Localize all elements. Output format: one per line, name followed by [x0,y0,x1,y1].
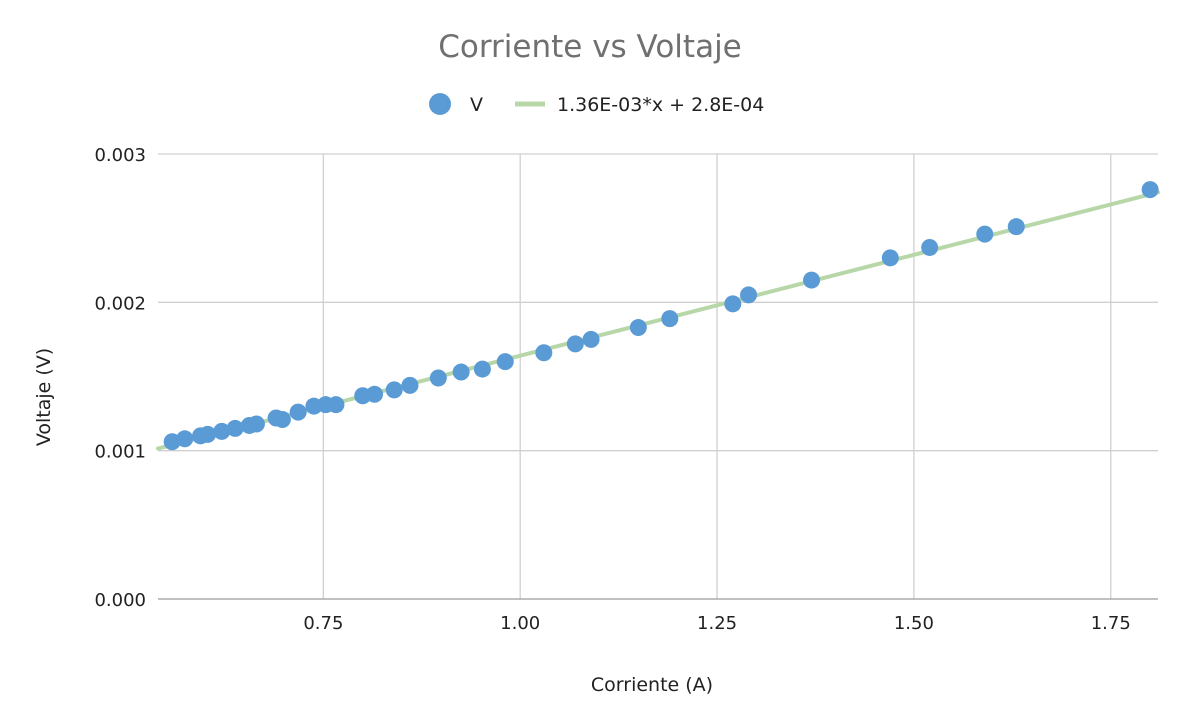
x-tick-label: 1.50 [894,613,934,634]
data-point [199,425,217,443]
point-layer [163,181,1159,451]
data-point [582,330,600,348]
data-point [226,419,244,437]
data-point [629,319,647,337]
data-point [496,353,514,371]
data-point [803,271,821,289]
tick-labels: 0.000 0.001 0.002 0.003 0.75 1.00 1.25 1.50 1.75 [94,145,1130,634]
data-point [429,369,447,387]
chart-title: Corriente vs Voltaje [438,29,742,65]
data-point [473,360,491,378]
y-tick-label: 0.001 [94,442,146,463]
data-point [401,376,419,394]
legend-label-trendline: 1.36E-03*x + 2.8E-04 [557,94,764,116]
data-point [273,411,291,429]
data-point [213,422,231,440]
y-tick-label: 0.003 [94,145,146,166]
data-point [327,396,345,414]
legend-label-points: V [470,94,483,116]
y-tick-label: 0.002 [94,293,146,314]
y-tick-label: 0.000 [94,590,146,611]
data-point [366,385,384,403]
data-point [1141,181,1159,199]
data-point [976,225,994,243]
data-point [452,363,470,381]
y-axis-label: Voltaje (V) [33,348,55,446]
data-point [566,335,584,353]
data-point [289,403,307,421]
x-tick-label: 1.75 [1091,613,1131,634]
legend-marker-points [429,93,451,115]
data-point [385,381,403,399]
data-point [535,344,553,362]
x-tick-label: 1.00 [500,613,540,634]
x-tick-label: 0.75 [303,613,343,634]
data-point [724,295,742,313]
data-point [176,430,194,448]
legend: V 1.36E-03*x + 2.8E-04 [429,93,764,116]
x-axis-label: Corriente (A) [591,674,713,696]
data-point [740,286,758,304]
data-point [661,310,679,328]
data-point [1007,218,1025,236]
x-tick-label: 1.25 [697,613,737,634]
data-point [921,238,939,256]
data-point [881,249,899,267]
grid [158,153,1158,600]
data-point [247,415,265,433]
